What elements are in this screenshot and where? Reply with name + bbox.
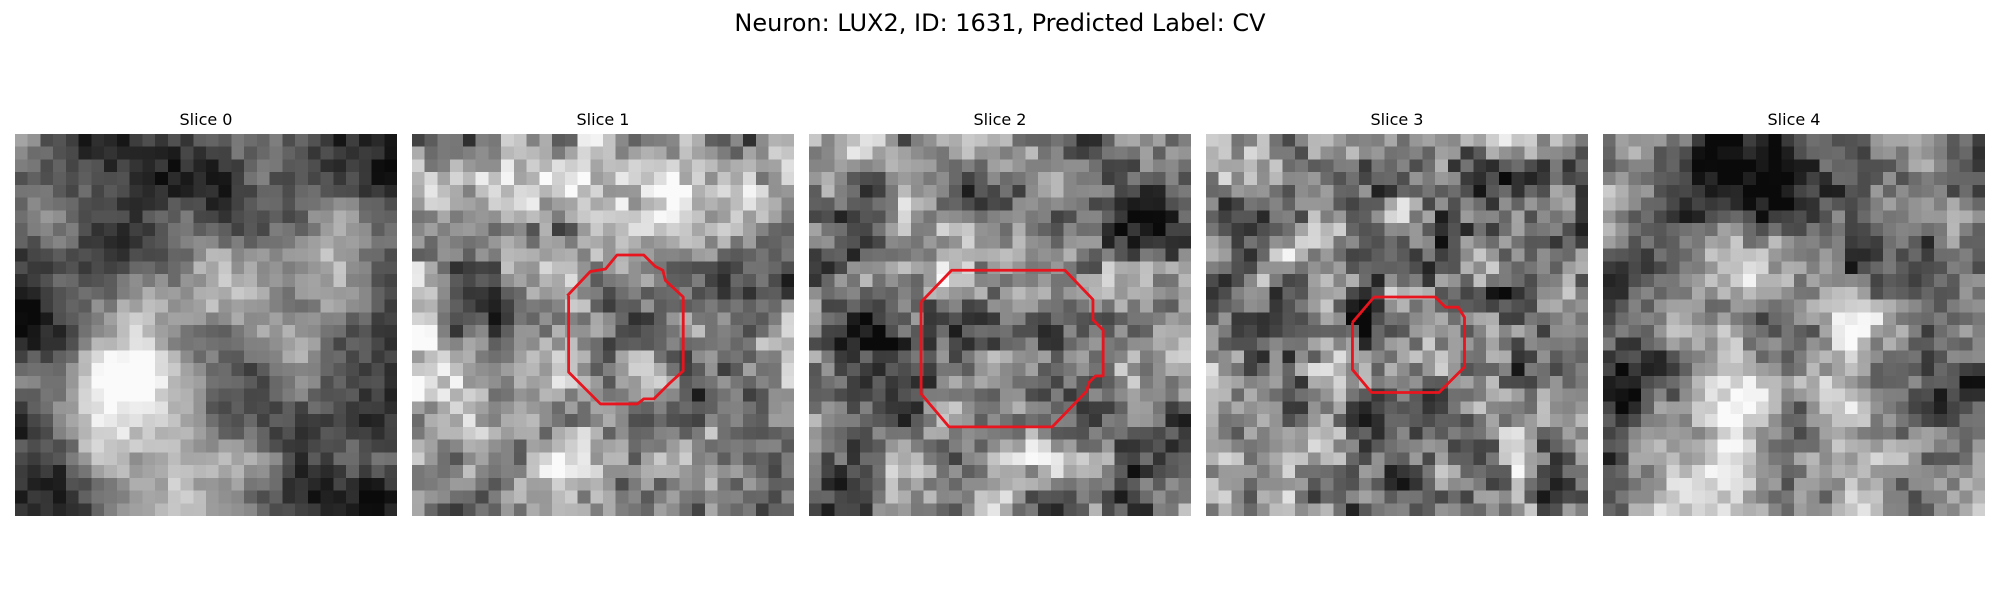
- panel-1-contour: [566, 253, 685, 406]
- figure-title: Neuron: LUX2, ID: 1631, Predicted Label:…: [734, 9, 1266, 37]
- panel-4-title: Slice 4: [1767, 110, 1821, 129]
- panel-1-title: Slice 1: [576, 110, 630, 129]
- panel-3-title: Slice 3: [1370, 110, 1424, 129]
- panel-0-title: Slice 0: [179, 110, 233, 129]
- panel-2-title: Slice 2: [973, 110, 1027, 129]
- panel-4-image: [1603, 134, 1985, 516]
- panel-3-image: [1206, 134, 1588, 516]
- panel-0-image: [15, 134, 397, 516]
- panel-2-contour: [919, 268, 1105, 429]
- panel-1-image: [412, 134, 794, 516]
- panel-3-contour: [1351, 295, 1466, 394]
- panel-2-image: [809, 134, 1191, 516]
